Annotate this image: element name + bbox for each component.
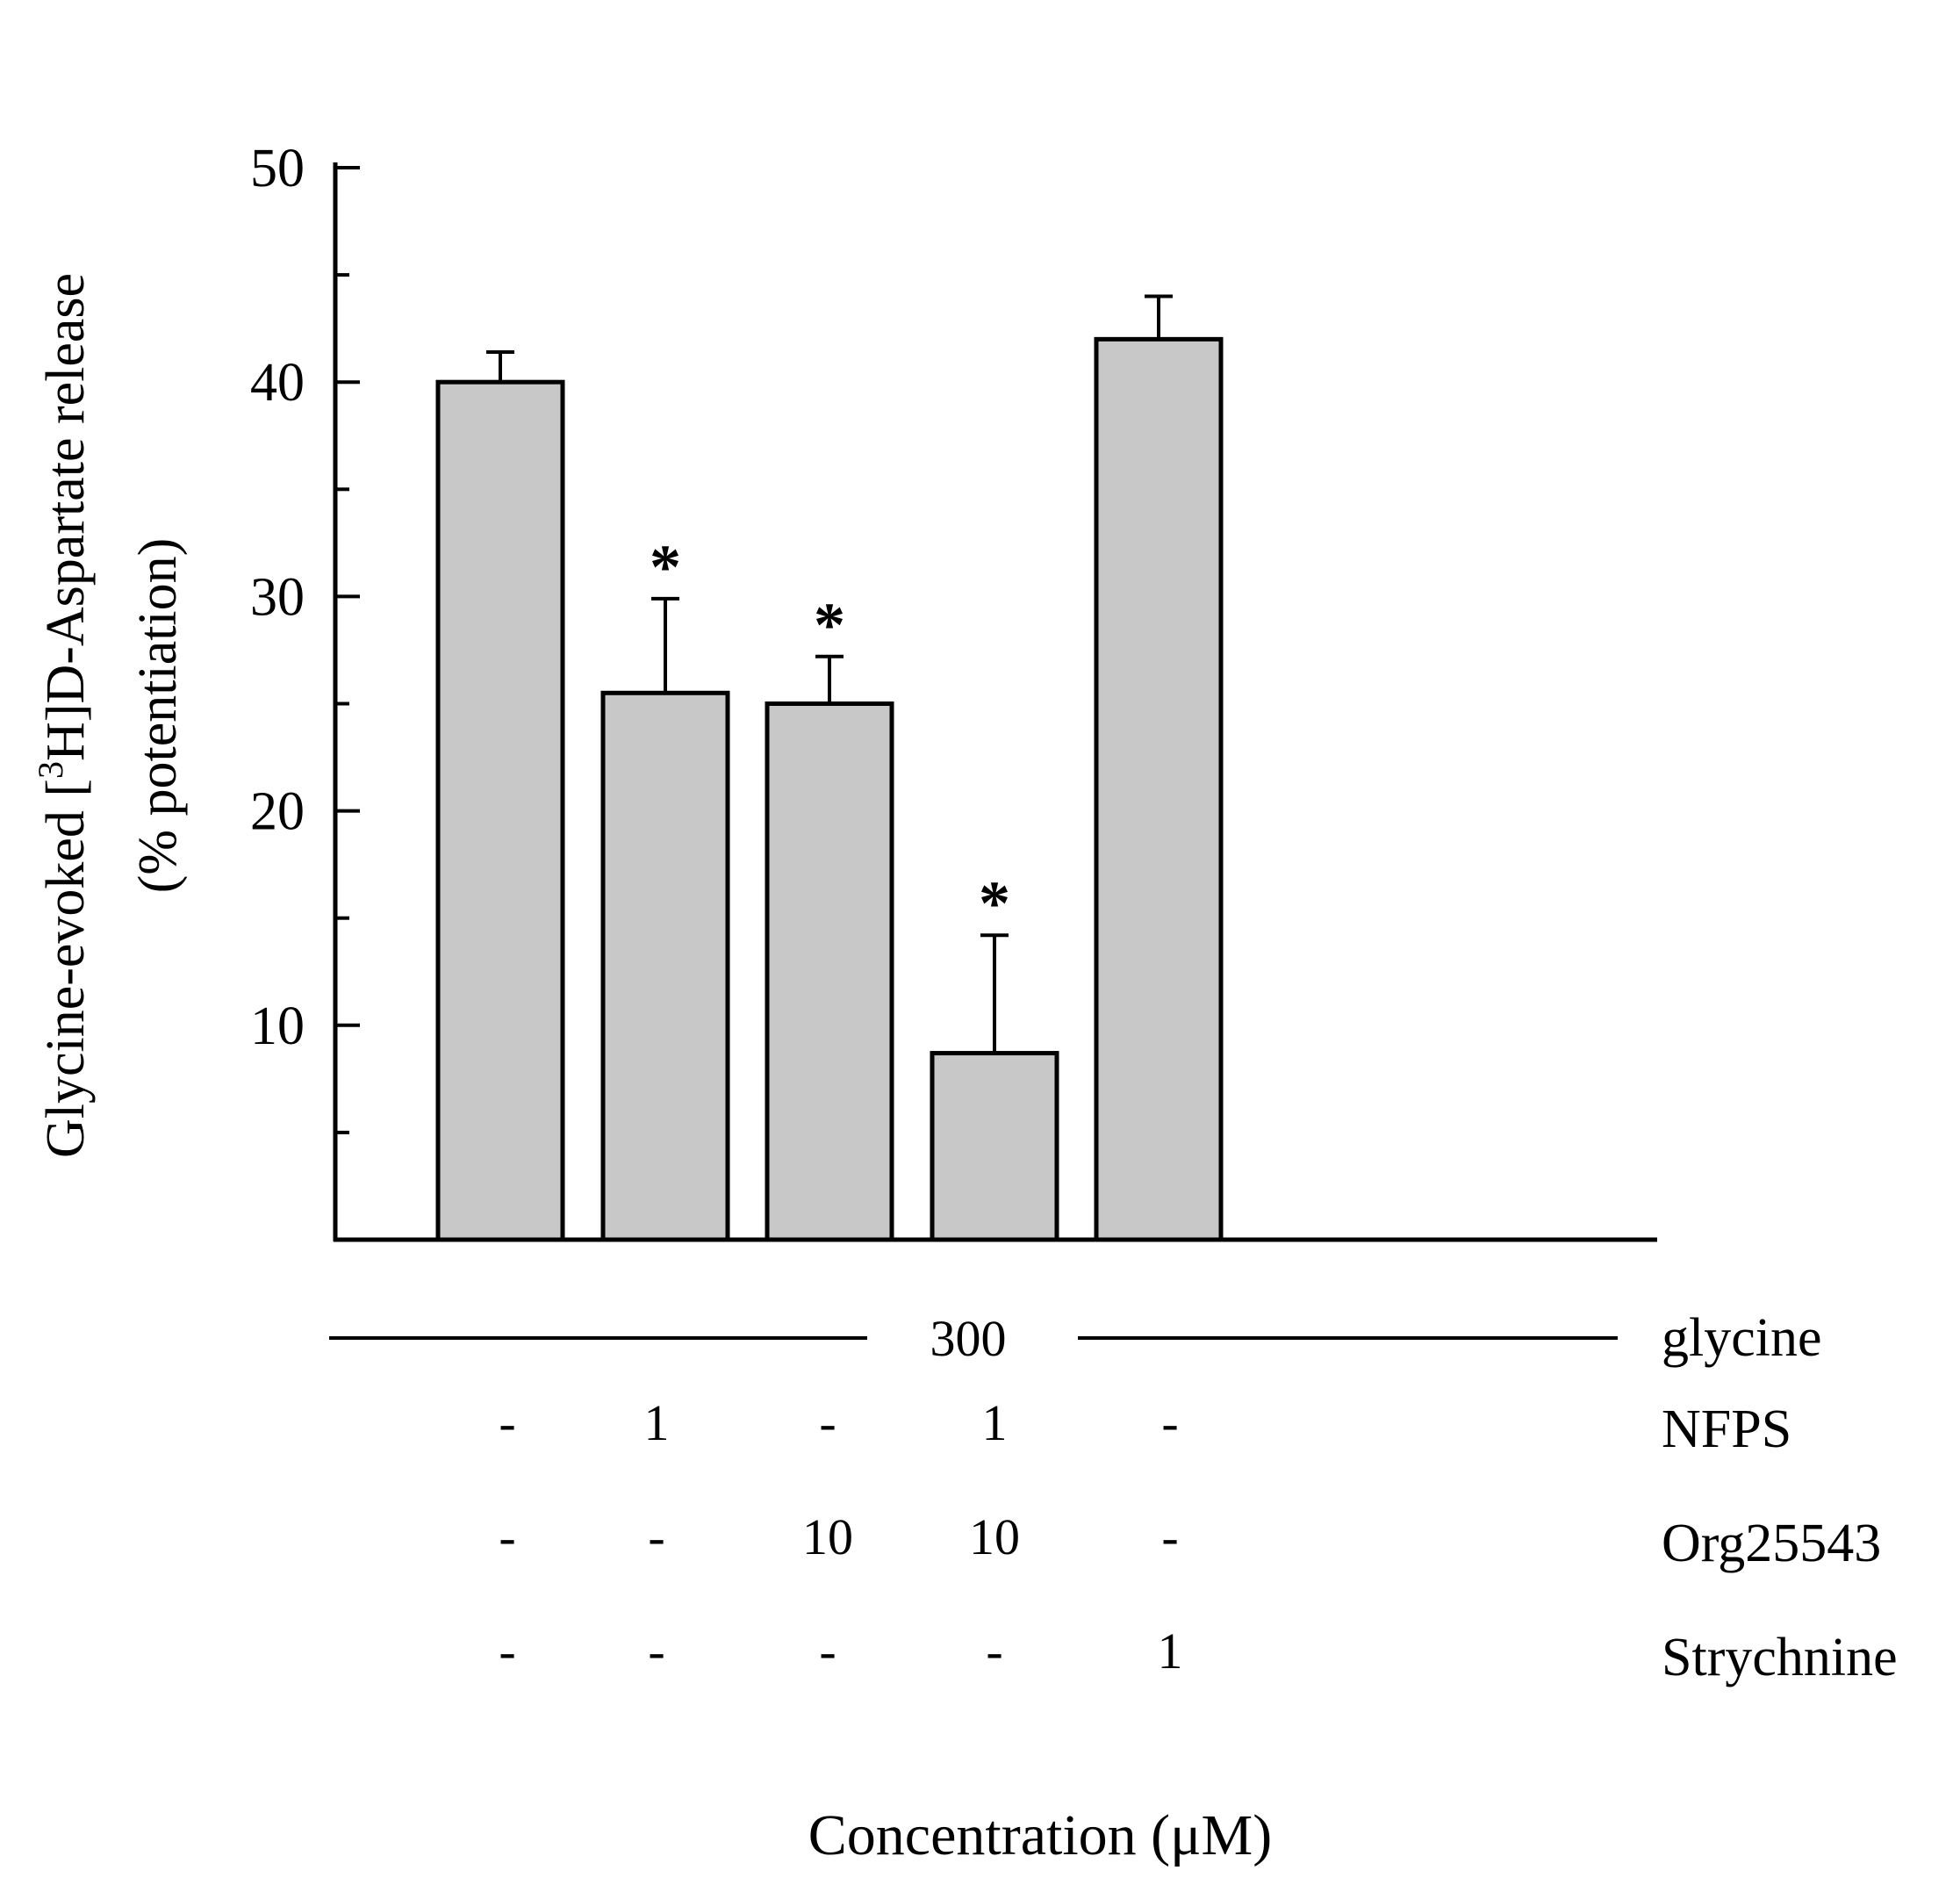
y-tick-label: 30	[250, 567, 305, 627]
bar	[930, 1051, 1059, 1242]
y-axis-subtitle: (% potentiation)	[128, 538, 188, 894]
glycine-concentration: 300	[930, 1310, 1007, 1367]
y-tick-label: 10	[250, 996, 305, 1056]
table-cell: -	[819, 1394, 836, 1451]
table-cell: -	[499, 1622, 515, 1680]
y-axis-subtitle-text: (% potentiation)	[128, 538, 188, 894]
bar	[435, 379, 565, 1242]
row-label: NFPS	[1662, 1399, 1791, 1459]
significance-marker: *	[650, 532, 681, 602]
y-tick-label: 20	[250, 782, 305, 842]
row-label-glycine: glycine	[1662, 1308, 1822, 1368]
bars-group: * * *	[435, 294, 1224, 1242]
table-cell: -	[648, 1622, 664, 1680]
y-tick-label: 40	[250, 353, 305, 413]
table-cell: 1	[1158, 1622, 1183, 1680]
table-cell: -	[1161, 1508, 1178, 1565]
table-cell: 1	[644, 1394, 670, 1451]
row-label: Org25543	[1662, 1514, 1881, 1573]
table-cell: 1	[982, 1394, 1008, 1451]
y-axis-title-part1: Glycine-evoked [	[36, 779, 96, 1158]
bar	[765, 701, 894, 1242]
x-axis-title: Concentration (μM)	[808, 1803, 1272, 1867]
table-cell: -	[499, 1508, 515, 1565]
bar	[1094, 336, 1224, 1242]
y-axis-title: Glycine-evoked [3H]D-Aspartate release	[31, 273, 96, 1158]
row-label: Strychnine	[1662, 1628, 1898, 1687]
table-cell: -	[819, 1622, 836, 1680]
significance-marker: *	[814, 590, 845, 660]
y-tick-label: 50	[250, 139, 305, 198]
significance-marker: *	[979, 868, 1010, 939]
table-cell: -	[648, 1508, 664, 1565]
table-cell: -	[499, 1394, 515, 1451]
table-cell: 10	[969, 1508, 1020, 1565]
bar	[600, 690, 730, 1242]
table-cell: -	[1161, 1394, 1178, 1451]
table-cell: -	[986, 1622, 1002, 1680]
y-axis-title-superscript: 3	[31, 761, 70, 779]
y-axis-title-part2: H]D-Aspartate release	[36, 273, 96, 761]
table-cell: 10	[802, 1508, 853, 1565]
svg-text:Glycine-evoked [3H]D-Aspartate: Glycine-evoked [3H]D-Aspartate release	[31, 273, 96, 1158]
condition-table: 300 glycine - 1 - 1 - NFPS - - 10 10 - Org25543 - - - - 1 S…	[329, 1308, 1898, 1687]
